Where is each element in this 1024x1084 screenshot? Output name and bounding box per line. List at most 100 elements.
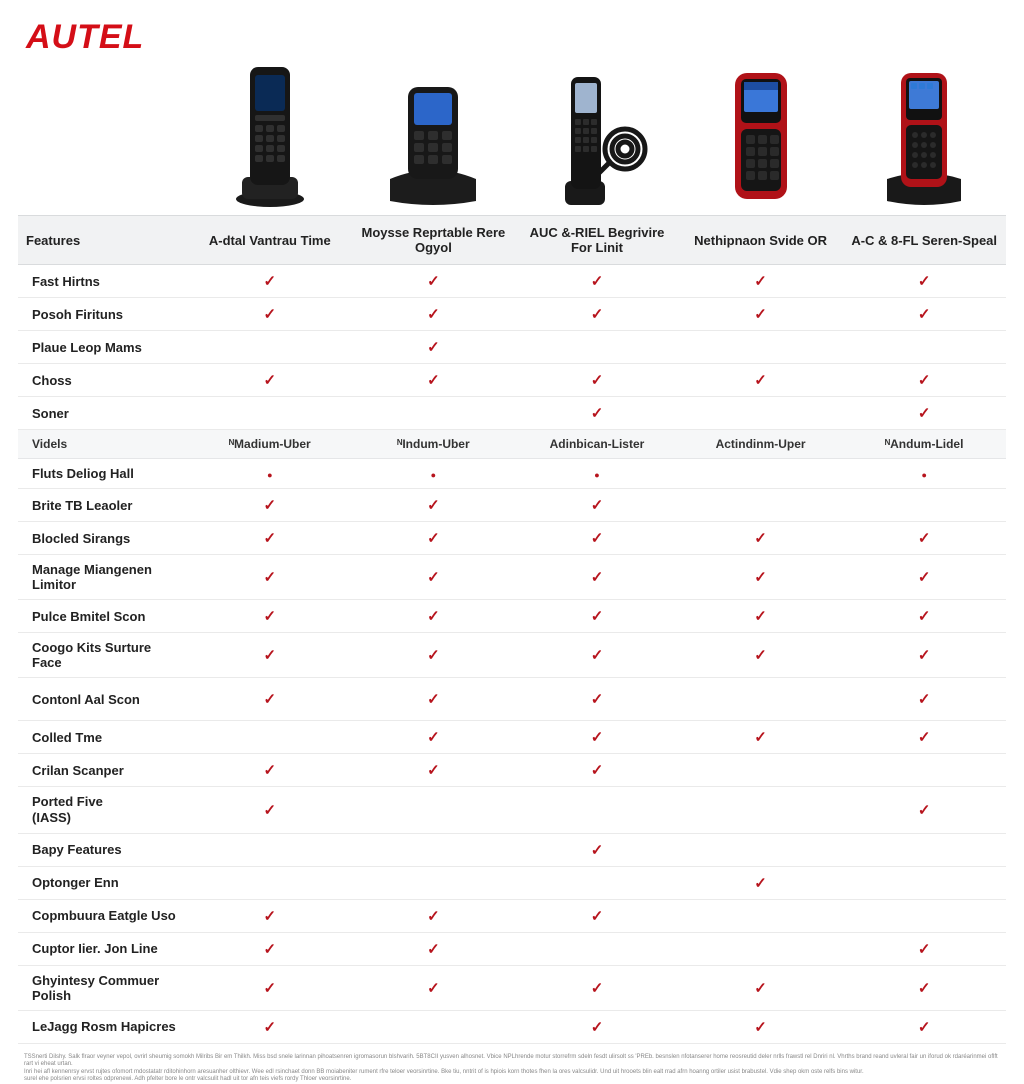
- feature-cell: ✓: [515, 522, 679, 555]
- row-label: Colled Tme: [18, 721, 188, 754]
- table-row: Ported Five(IASS)✓✓: [18, 787, 1006, 834]
- feature-cell: ●: [515, 459, 679, 489]
- feature-cell: ✓: [842, 965, 1006, 1010]
- feature-cell: ✓: [842, 1010, 1006, 1043]
- check-icon: ✓: [754, 372, 767, 389]
- model-2-name: Moysse Reprtable Rere Ogyol: [352, 216, 516, 265]
- feature-cell: [188, 721, 352, 754]
- check-icon: ✓: [264, 647, 277, 664]
- feature-cell: [352, 787, 516, 834]
- check-icon: ✓: [918, 608, 931, 625]
- feature-cell: ✓: [188, 555, 352, 600]
- feature-cell: ✓: [679, 1010, 843, 1043]
- row-label: Ghyintesy Commuer Polish: [18, 965, 188, 1010]
- feature-cell: [515, 866, 679, 899]
- check-icon: ✓: [591, 691, 604, 708]
- brand-logo: AUTEL: [26, 18, 1006, 57]
- feature-cell: ✓: [352, 754, 516, 787]
- check-icon: ✓: [264, 497, 277, 514]
- comparison-table: Features A-dtal Vantrau Time Moysse Repr…: [18, 215, 1006, 1044]
- feature-cell: [352, 1010, 516, 1043]
- table-row: Optonger Enn ✓: [18, 866, 1006, 899]
- check-icon: ✓: [591, 762, 604, 779]
- feature-cell: ✓: [352, 678, 516, 721]
- check-icon: ✓: [918, 530, 931, 547]
- check-icon: ✓: [427, 530, 440, 547]
- check-icon: ✓: [754, 980, 767, 997]
- feature-cell: ✓: [188, 364, 352, 397]
- check-icon: ✓: [918, 802, 931, 819]
- feature-cell: [515, 331, 679, 364]
- table-row: Soner✓✓: [18, 397, 1006, 430]
- feature-cell: ✓: [842, 678, 1006, 721]
- check-icon: ✓: [754, 273, 767, 290]
- feature-cell: [515, 932, 679, 965]
- feature-cell: [188, 331, 352, 364]
- check-icon: ✓: [918, 569, 931, 586]
- check-icon: ✓: [264, 273, 277, 290]
- check-icon: ✓: [591, 647, 604, 664]
- feature-cell: ✓: [352, 633, 516, 678]
- feature-cell: ✓: [515, 721, 679, 754]
- feature-cell: [352, 397, 516, 430]
- check-icon: ✓: [754, 608, 767, 625]
- feature-cell: ✓: [679, 965, 843, 1010]
- feature-cell: ✓: [188, 265, 352, 298]
- feature-cell: ✓: [352, 965, 516, 1010]
- feature-cell: ✓: [515, 555, 679, 600]
- videls-col-2: ᴺIndum-Uber: [352, 430, 516, 459]
- check-icon: ✓: [754, 306, 767, 323]
- feature-cell: ✓: [679, 298, 843, 331]
- feature-cell: ✓: [515, 899, 679, 932]
- feature-cell: ✓: [188, 298, 352, 331]
- check-icon: ✓: [427, 691, 440, 708]
- row-label: Blocled Sirangs: [18, 522, 188, 555]
- check-icon: ✓: [918, 980, 931, 997]
- feature-cell: ✓: [842, 364, 1006, 397]
- feature-cell: ✓: [352, 364, 516, 397]
- feature-cell: ✓: [842, 555, 1006, 600]
- check-icon: ✓: [918, 405, 931, 422]
- videls-header: Videls: [18, 430, 188, 459]
- feature-cell: ✓: [679, 866, 843, 899]
- feature-cell: [188, 397, 352, 430]
- row-label: Optonger Enn: [18, 866, 188, 899]
- row-label: Manage Miangenen Limitor: [18, 555, 188, 600]
- feature-cell: ✓: [515, 754, 679, 787]
- feature-cell: ✓: [842, 633, 1006, 678]
- check-icon: ✓: [591, 306, 604, 323]
- check-icon: ✓: [264, 372, 277, 389]
- product-image-row: [18, 59, 1006, 209]
- check-icon: ✓: [591, 273, 604, 290]
- row-label: Fluts Deliog Hall: [18, 459, 188, 489]
- check-icon: ✓: [591, 497, 604, 514]
- feature-cell: ✓: [352, 522, 516, 555]
- videls-col-1: ᴺMadium-Uber: [188, 430, 352, 459]
- feature-cell: ✓: [515, 633, 679, 678]
- feature-cell: [679, 489, 843, 522]
- feature-cell: ✓: [188, 1010, 352, 1043]
- videls-header-row: VidelsᴺMadium-UberᴺIndum-UberAdinbican-L…: [18, 430, 1006, 459]
- check-icon: ✓: [591, 569, 604, 586]
- feature-cell: ✓: [188, 678, 352, 721]
- check-icon: ✓: [264, 1019, 277, 1036]
- table-row: Colled Tme✓✓✓✓: [18, 721, 1006, 754]
- dot-icon: ●: [431, 470, 436, 480]
- features-header-row: Features A-dtal Vantrau Time Moysse Repr…: [18, 216, 1006, 265]
- feature-cell: [679, 787, 843, 834]
- feature-cell: ✓: [188, 522, 352, 555]
- feature-cell: ✓: [352, 932, 516, 965]
- check-icon: ✓: [264, 802, 277, 819]
- feature-cell: ✓: [679, 265, 843, 298]
- check-icon: ✓: [427, 762, 440, 779]
- check-icon: ✓: [427, 941, 440, 958]
- feature-cell: ✓: [515, 489, 679, 522]
- feature-cell: ✓: [515, 397, 679, 430]
- feature-cell: ✓: [188, 932, 352, 965]
- feature-cell: ✓: [679, 600, 843, 633]
- check-icon: ✓: [918, 273, 931, 290]
- table-row: Plaue Leop Mams✓: [18, 331, 1006, 364]
- feature-cell: [679, 678, 843, 721]
- feature-cell: [842, 331, 1006, 364]
- check-icon: ✓: [918, 1019, 931, 1036]
